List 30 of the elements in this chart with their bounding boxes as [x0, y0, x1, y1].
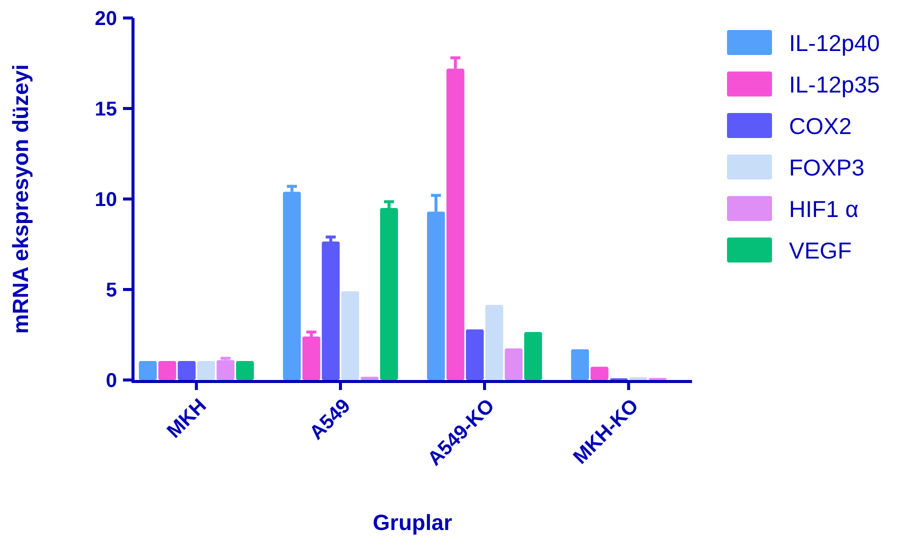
legend-label: COX2: [789, 113, 852, 140]
x-axis-title: Gruplar: [372, 510, 453, 535]
bar: [524, 332, 542, 380]
bar: [590, 366, 608, 380]
bar: [485, 304, 504, 380]
bar: [216, 360, 234, 380]
legend-label: HIF1 α: [789, 196, 859, 222]
legend-label: IL-12p35: [789, 72, 880, 98]
bar: [236, 360, 254, 380]
bar: [360, 376, 379, 380]
legend-label: FOXP3: [789, 154, 864, 181]
bar: [504, 348, 523, 380]
bar: [178, 360, 196, 380]
y-tick-label: 20: [94, 8, 117, 30]
bar: [341, 291, 360, 380]
y-axis-title: mRNA ekspresyon düzeyi: [8, 64, 33, 334]
bar: [571, 349, 589, 380]
legend-label: VEGF: [789, 238, 852, 264]
bar: [138, 360, 157, 380]
y-tick-label: 0: [106, 370, 117, 392]
y-tick-label: 5: [106, 280, 117, 302]
legend-label: IL-12p40: [789, 30, 880, 56]
bar: [197, 360, 216, 380]
y-tick-label: 15: [94, 98, 117, 120]
bar: [282, 192, 301, 380]
bar: [466, 329, 484, 380]
bar: [322, 242, 340, 380]
bar: [302, 336, 320, 380]
y-tick-label: 10: [94, 189, 117, 211]
bar: [158, 360, 176, 380]
